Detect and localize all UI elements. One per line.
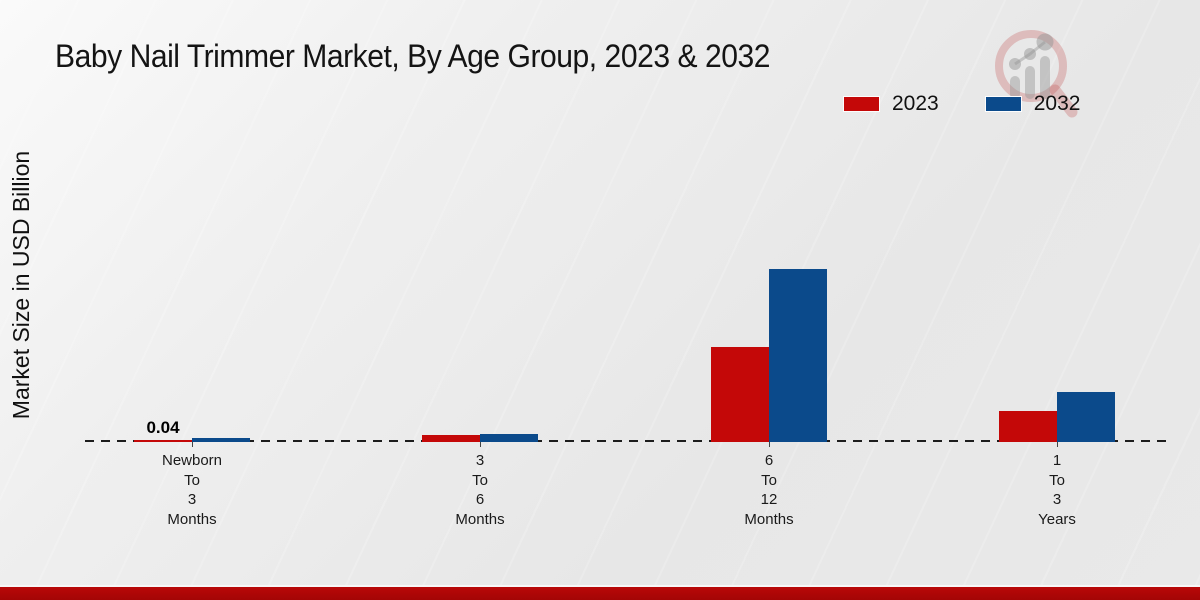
x-axis-tick-0 (192, 442, 193, 447)
legend-item-2032: 2032 (984, 92, 1081, 116)
bar-2032-0 (192, 438, 250, 442)
x-axis-baseline (85, 440, 1166, 442)
bar-2032-2 (769, 269, 827, 442)
bar-2023-2 (711, 347, 769, 442)
bar-2032-1 (480, 434, 538, 442)
x-axis-label-0: Newborn To 3 Months (161, 452, 223, 528)
legend-swatch-2023 (843, 96, 880, 112)
x-axis-label-1: 3 To 6 Months (455, 452, 505, 528)
bar-2032-3 (1057, 392, 1115, 442)
x-axis-label-3: 1 To 3 Years (1038, 452, 1076, 528)
legend-swatch-2032 (984, 96, 1022, 112)
x-axis-tick-1 (480, 442, 481, 447)
legend-item-2023: 2023 (843, 92, 939, 116)
legend-label-2032: 2032 (1033, 92, 1081, 115)
bar-2023-0 (134, 440, 192, 442)
footer-separator (0, 585, 1200, 587)
bar-2023-1 (422, 435, 480, 442)
x-axis-tick-2 (769, 442, 770, 447)
data-label-0: 0.04 (146, 418, 180, 437)
chart-title: Baby Nail Trimmer Market, By Age Group, … (55, 38, 771, 74)
footer-red-bar (0, 587, 1200, 600)
watermark-logo-icon (995, 30, 1078, 118)
bar-2023-3 (999, 411, 1057, 442)
legend: 2023 2032 (843, 92, 1080, 116)
legend-label-2023: 2023 (892, 92, 939, 115)
x-axis-tick-3 (1057, 442, 1058, 447)
x-axis-label-2: 6 To 12 Months (744, 452, 794, 528)
